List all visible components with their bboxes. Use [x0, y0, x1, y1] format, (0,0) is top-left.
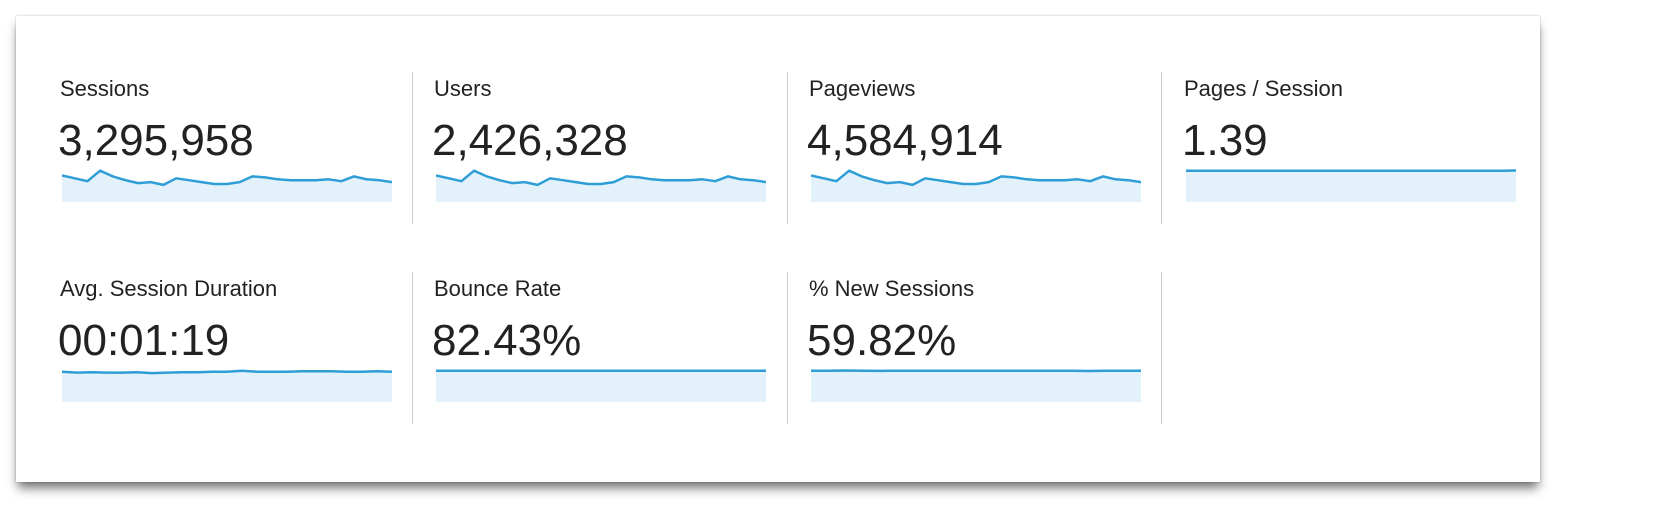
sparkline: [436, 369, 766, 402]
column-divider: [412, 72, 413, 224]
sparkline: [62, 369, 392, 402]
metric-label: % New Sessions: [809, 276, 975, 301]
sparkline-line: [62, 369, 392, 375]
metric-label: Avg. Session Duration: [60, 276, 278, 301]
column-divider: [1161, 272, 1162, 424]
metric-value: 1.39: [1182, 116, 1268, 165]
metric-pages-session[interactable]: Pages / Session 1.39: [1140, 16, 1516, 202]
sparkline-line: [811, 169, 1141, 187]
metrics-overview-card: Sessions 3,295,958 Users 2,426,328 Pagevie…: [16, 16, 1540, 482]
metric-value: 3,295,958: [58, 116, 254, 165]
sparkline-area: [1186, 170, 1516, 202]
sparkline: [811, 169, 1141, 202]
sparkline-area: [811, 170, 1141, 202]
sparkline-line: [436, 169, 766, 187]
column-divider: [412, 272, 413, 424]
column-divider: [787, 272, 788, 424]
sparkline-line: [811, 369, 1141, 373]
sparkline-area: [62, 370, 392, 402]
metric-value: 2,426,328: [432, 116, 628, 165]
column-divider: [1161, 72, 1162, 224]
sparkline-area: [436, 370, 766, 402]
metric-label: Sessions: [60, 76, 150, 101]
metric-value: 59.82%: [807, 316, 957, 365]
metric-value: 00:01:19: [58, 316, 230, 365]
metric-new-sessions[interactable]: % New Sessions 59.82%: [765, 216, 1141, 402]
metric-label: Pageviews: [809, 76, 916, 101]
metric-avg-session-duration[interactable]: Avg. Session Duration 00:01:19: [16, 216, 392, 402]
sparkline-line: [62, 169, 392, 187]
sparkline: [436, 169, 766, 202]
metric-label: Users: [434, 76, 492, 101]
column-divider: [787, 72, 788, 224]
sparkline: [1186, 169, 1516, 202]
metric-users[interactable]: Users 2,426,328: [390, 16, 766, 202]
sparkline-area: [811, 370, 1141, 402]
metric-value: 82.43%: [432, 316, 582, 365]
sparkline: [62, 169, 392, 202]
sparkline-area: [62, 170, 392, 202]
sparkline-area: [436, 170, 766, 202]
metric-pageviews[interactable]: Pageviews 4,584,914: [765, 16, 1141, 202]
sparkline: [811, 369, 1141, 402]
metric-sessions[interactable]: Sessions 3,295,958: [16, 16, 392, 202]
metric-label: Bounce Rate: [434, 276, 562, 301]
metric-label: Pages / Session: [1184, 76, 1343, 101]
metric-value: 4,584,914: [807, 116, 1003, 165]
metric-bounce-rate[interactable]: Bounce Rate 82.43%: [390, 216, 766, 402]
